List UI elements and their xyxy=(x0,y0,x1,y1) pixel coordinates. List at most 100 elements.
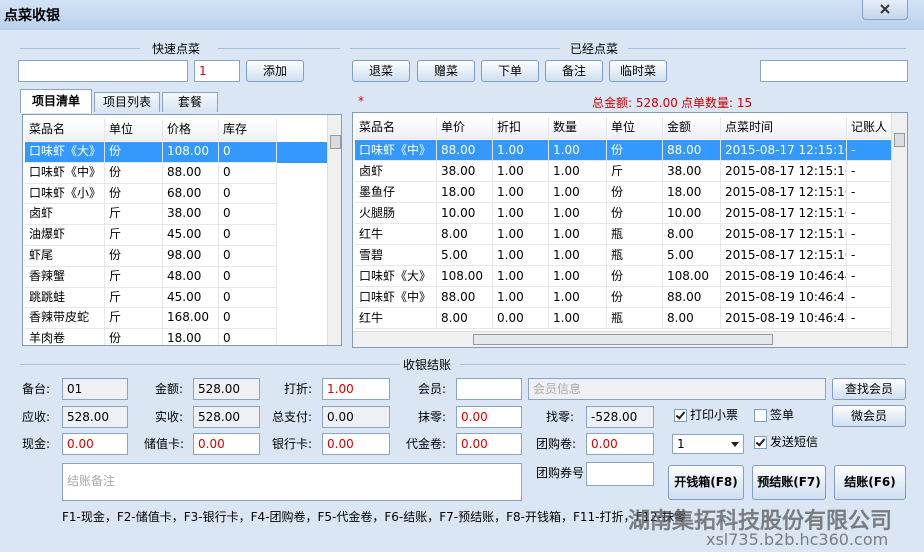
table-cell[interactable]: 瓶 xyxy=(607,308,663,329)
table-cell[interactable]: - xyxy=(847,266,897,287)
table-cell[interactable]: 88.00 xyxy=(437,287,493,308)
scrollbar[interactable] xyxy=(891,113,907,347)
add-button[interactable]: 添加 xyxy=(246,60,304,82)
table-cell[interactable]: 口味虾《中》 xyxy=(355,287,437,308)
table-cell[interactable]: 1.00 xyxy=(493,224,549,245)
table-cell[interactable]: 10.00 xyxy=(663,203,721,224)
table-cell[interactable]: 2015-08-19 10:46:45 xyxy=(721,287,847,308)
table-cell[interactable]: 2015-08-17 12:15:16 xyxy=(721,161,847,182)
order-action-button[interactable]: 退菜 xyxy=(352,60,410,82)
column-header[interactable]: 菜品名 xyxy=(25,119,105,141)
table-cell[interactable]: 1.00 xyxy=(549,224,607,245)
table-cell[interactable]: 香辣带皮蛇 xyxy=(25,308,105,330)
column-header[interactable]: 数量 xyxy=(549,117,607,139)
table-cell[interactable]: - xyxy=(847,245,897,266)
table-cell[interactable]: 1.00 xyxy=(493,266,549,287)
table-cell[interactable]: 168.00 xyxy=(163,308,219,330)
table-cell[interactable]: 口味虾《大》 xyxy=(25,142,105,163)
table-cell[interactable]: 18.00 xyxy=(163,329,219,345)
table-cell[interactable]: 48.00 xyxy=(163,266,219,288)
field-input[interactable]: -528.00 xyxy=(586,406,654,428)
table-cell[interactable]: 斤 xyxy=(105,308,163,330)
table-cell[interactable]: 18.00 xyxy=(663,182,721,203)
h-scrollbar[interactable] xyxy=(353,331,891,347)
checkbox[interactable] xyxy=(754,409,767,422)
table-cell[interactable]: 0 xyxy=(219,308,277,330)
column-header[interactable]: 单位 xyxy=(105,119,163,141)
table-cell[interactable]: 38.00 xyxy=(437,161,493,182)
member-info-input[interactable]: 会员信息 xyxy=(528,378,826,400)
table-cell[interactable]: 1.00 xyxy=(493,161,549,182)
table-cell[interactable]: 份 xyxy=(607,203,663,224)
column-header[interactable]: 菜品名 xyxy=(355,117,437,139)
table-cell[interactable]: 份 xyxy=(105,162,163,184)
table-cell[interactable]: 斤 xyxy=(105,287,163,309)
search-input[interactable] xyxy=(18,60,188,82)
field-input[interactable]: 528.00 xyxy=(193,406,260,428)
scroll-thumb[interactable] xyxy=(473,334,773,345)
order-action-button[interactable]: 赠菜 xyxy=(417,60,475,82)
order-action-button[interactable]: 下单 xyxy=(481,60,539,82)
table-cell[interactable]: - xyxy=(847,161,897,182)
table-cell[interactable]: 份 xyxy=(105,142,163,163)
table-cell[interactable]: 1.00 xyxy=(493,245,549,266)
select-box[interactable]: 1 xyxy=(672,434,744,454)
action-button[interactable]: 预结账(F7) xyxy=(752,465,826,500)
table-cell[interactable]: 108.00 xyxy=(437,266,493,287)
remark-input[interactable]: 结账备注 xyxy=(62,463,522,501)
table-cell[interactable]: 0 xyxy=(219,142,277,163)
table-cell[interactable]: 1.00 xyxy=(549,287,607,308)
table-cell[interactable]: 跳跳蛙 xyxy=(25,287,105,309)
order-action-button[interactable]: 备注 xyxy=(545,60,603,82)
table-cell[interactable]: 0 xyxy=(219,329,277,345)
scrollbar[interactable] xyxy=(327,115,341,345)
table-cell[interactable]: 1.00 xyxy=(549,245,607,266)
field-input[interactable] xyxy=(456,378,522,400)
table-cell[interactable]: 1.00 xyxy=(549,308,607,329)
table-cell[interactable]: - xyxy=(847,287,897,308)
table-cell[interactable]: 98.00 xyxy=(163,246,219,267)
column-header[interactable]: 库存 xyxy=(219,119,277,141)
table-cell[interactable]: 38.00 xyxy=(163,204,219,226)
table-cell[interactable]: 口味虾《大》 xyxy=(355,266,437,287)
table-cell[interactable]: 斤 xyxy=(105,225,163,246)
table-cell[interactable]: 口味虾《小》 xyxy=(25,183,105,205)
field-input[interactable]: 0.00 xyxy=(322,406,390,428)
field-input[interactable]: 0.00 xyxy=(456,406,522,428)
table-cell[interactable]: 火腿肠 xyxy=(355,203,437,224)
table-cell[interactable]: 份 xyxy=(607,287,663,308)
table-cell[interactable]: 0 xyxy=(219,183,277,205)
field-input[interactable]: 0.00 xyxy=(62,433,128,455)
column-header[interactable]: 金额 xyxy=(663,117,721,139)
table-cell[interactable]: 0 xyxy=(219,162,277,184)
table-cell[interactable]: 1.00 xyxy=(549,266,607,287)
table-cell[interactable]: 份 xyxy=(105,183,163,205)
table-cell[interactable]: 斤 xyxy=(607,161,663,182)
checkbox[interactable] xyxy=(674,409,687,422)
table-cell[interactable]: 2015-08-19 10:46:48 xyxy=(721,308,847,329)
table-cell[interactable]: 45.00 xyxy=(163,287,219,309)
table-cell[interactable]: 88.00 xyxy=(663,287,721,308)
table-cell[interactable]: 卤虾 xyxy=(25,204,105,226)
table-cell[interactable]: 口味虾《中》 xyxy=(25,162,105,184)
table-cell[interactable]: 1.00 xyxy=(549,182,607,203)
table-cell[interactable]: 68.00 xyxy=(163,183,219,205)
field-input[interactable]: 1.00 xyxy=(322,378,390,400)
tab[interactable]: 项目列表 xyxy=(94,92,160,112)
tab[interactable]: 套餐 xyxy=(162,92,218,112)
table-cell[interactable]: 份 xyxy=(607,266,663,287)
field-input[interactable]: 0.00 xyxy=(193,433,260,455)
table-cell[interactable]: 油爆虾 xyxy=(25,225,105,246)
coupon-input[interactable] xyxy=(586,462,654,486)
table-cell[interactable]: 2015-08-17 12:15:16 xyxy=(721,182,847,203)
table-cell[interactable]: 瓶 xyxy=(607,224,663,245)
scroll-thumb[interactable] xyxy=(330,135,341,149)
column-header[interactable]: 单价 xyxy=(437,117,493,139)
table-cell[interactable]: 口味虾《中》 xyxy=(355,140,437,161)
tab[interactable]: 项目清单 xyxy=(20,89,92,113)
table-cell[interactable]: 8.00 xyxy=(663,308,721,329)
table-cell[interactable]: 1.00 xyxy=(493,140,549,161)
table-cell[interactable]: 0 xyxy=(219,246,277,267)
table-cell[interactable]: 羊肉卷 xyxy=(25,329,105,345)
table-cell[interactable]: 1.00 xyxy=(493,287,549,308)
